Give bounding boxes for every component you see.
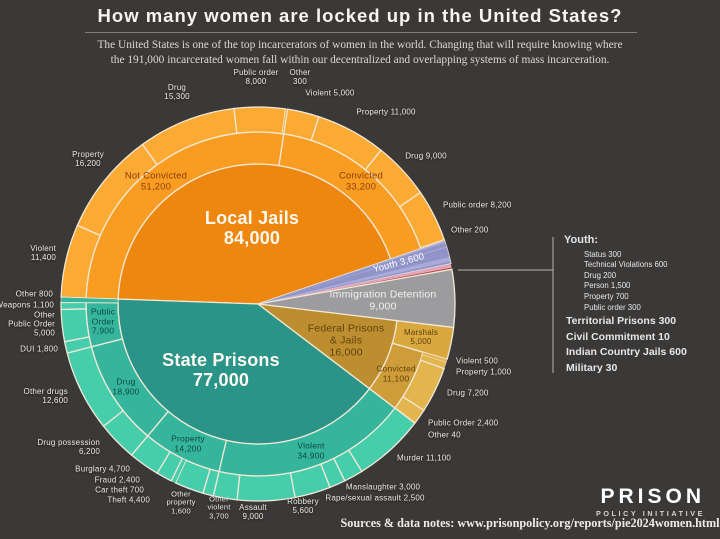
list-item: Status 300	[584, 249, 622, 259]
youth-breakdown-panel: Youth: Status 300 Technical Violations 60…	[564, 234, 687, 374]
slice-youth-public-order	[258, 261, 451, 304]
slice-youth-drug	[258, 246, 447, 304]
list-item: Civil Commitment 10	[566, 330, 670, 343]
slice-state-public-order	[85, 301, 124, 348]
title-divider	[85, 32, 637, 33]
slice-youth-property	[258, 257, 451, 304]
slice-indian-country-jails	[258, 264, 452, 304]
slice-youth-status	[258, 240, 446, 304]
source-note: Sources & data notes: www.prisonpolicy.o…	[340, 516, 720, 530]
logo-wordmark: PRISON	[600, 485, 705, 508]
list-item: Military 30	[566, 361, 618, 374]
list-item: Person 1,500	[584, 281, 631, 291]
slice-nc-public-order	[233, 106, 287, 135]
subtitle: The United States is one of the top inca…	[97, 39, 623, 66]
list-item: Property 700	[584, 291, 629, 301]
list-item: Territorial Prisons 300	[566, 315, 677, 328]
slice-civil-commitment	[258, 263, 451, 304]
list-item: Technical Violations 600	[584, 260, 668, 270]
youth-bracket	[458, 237, 554, 373]
slice-youth-person	[258, 247, 450, 304]
youth-sub-list: Status 300 Technical Violations 600 Drug 2…	[564, 248, 687, 312]
slice-state-other	[60, 296, 119, 304]
logo-subline: POLICY INITIATIVE	[595, 509, 705, 518]
list-item: Public order 300	[584, 302, 641, 312]
slice-weapons	[60, 301, 87, 311]
pie-wedges	[60, 106, 456, 502]
list-item: Drug 200	[584, 270, 617, 280]
slice-assault	[236, 472, 296, 502]
prison-policy-initiative-logo: PRISON POLICY INITIATIVE	[596, 486, 705, 518]
other-facilities-list: Territorial Prisons 300 Civil Commitment …	[564, 312, 687, 374]
slice-other-public-order	[60, 308, 90, 343]
youth-heading: Youth:	[564, 234, 599, 246]
slice-youth-technical-violations	[258, 242, 447, 304]
page-title: How many women are locked up in the Unit…	[97, 5, 623, 26]
list-item: Indian Country Jails 600	[566, 346, 687, 359]
